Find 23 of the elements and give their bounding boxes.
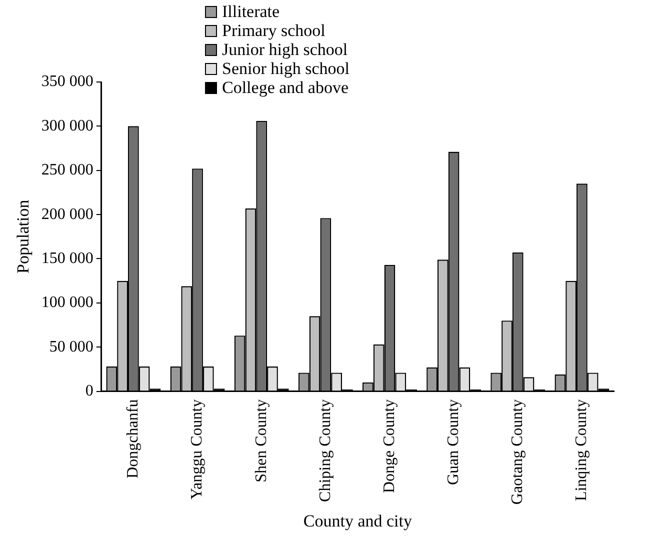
- y-tick-label: 0: [85, 382, 94, 400]
- x-tick-label: Guan County: [445, 399, 462, 486]
- x-tick-label: Donge County: [380, 399, 398, 494]
- x-tick-label: Dongchanfu: [124, 399, 142, 478]
- x-tick-label: Gaotang County: [509, 399, 526, 505]
- x-tick-label: Yanggu County: [188, 399, 206, 500]
- x-tick-label: Linqing County: [573, 399, 590, 502]
- legend-label: Junior high school: [221, 40, 349, 59]
- y-tick-label: 200 000: [41, 206, 94, 223]
- x-tick-label: Shen County: [252, 399, 270, 482]
- y-tick-label: 250 000: [41, 162, 94, 179]
- y-tick-label: 300 000: [41, 117, 94, 134]
- y-tick-label: 350 000: [41, 73, 94, 90]
- legend-label: College and above: [221, 78, 350, 97]
- x-axis-title: County and city: [303, 511, 412, 530]
- legend-label: Senior high school: [221, 59, 350, 78]
- y-tick-label: 50 000: [49, 338, 94, 356]
- y-axis-title: Population: [14, 199, 33, 274]
- y-tick-label: 100 000: [41, 294, 94, 312]
- legend-label: Illiterate: [221, 2, 281, 21]
- legend-label: Primary school: [221, 21, 326, 40]
- x-tick-label: Chiping County: [316, 399, 334, 502]
- y-tick-label: 150 000: [41, 250, 94, 267]
